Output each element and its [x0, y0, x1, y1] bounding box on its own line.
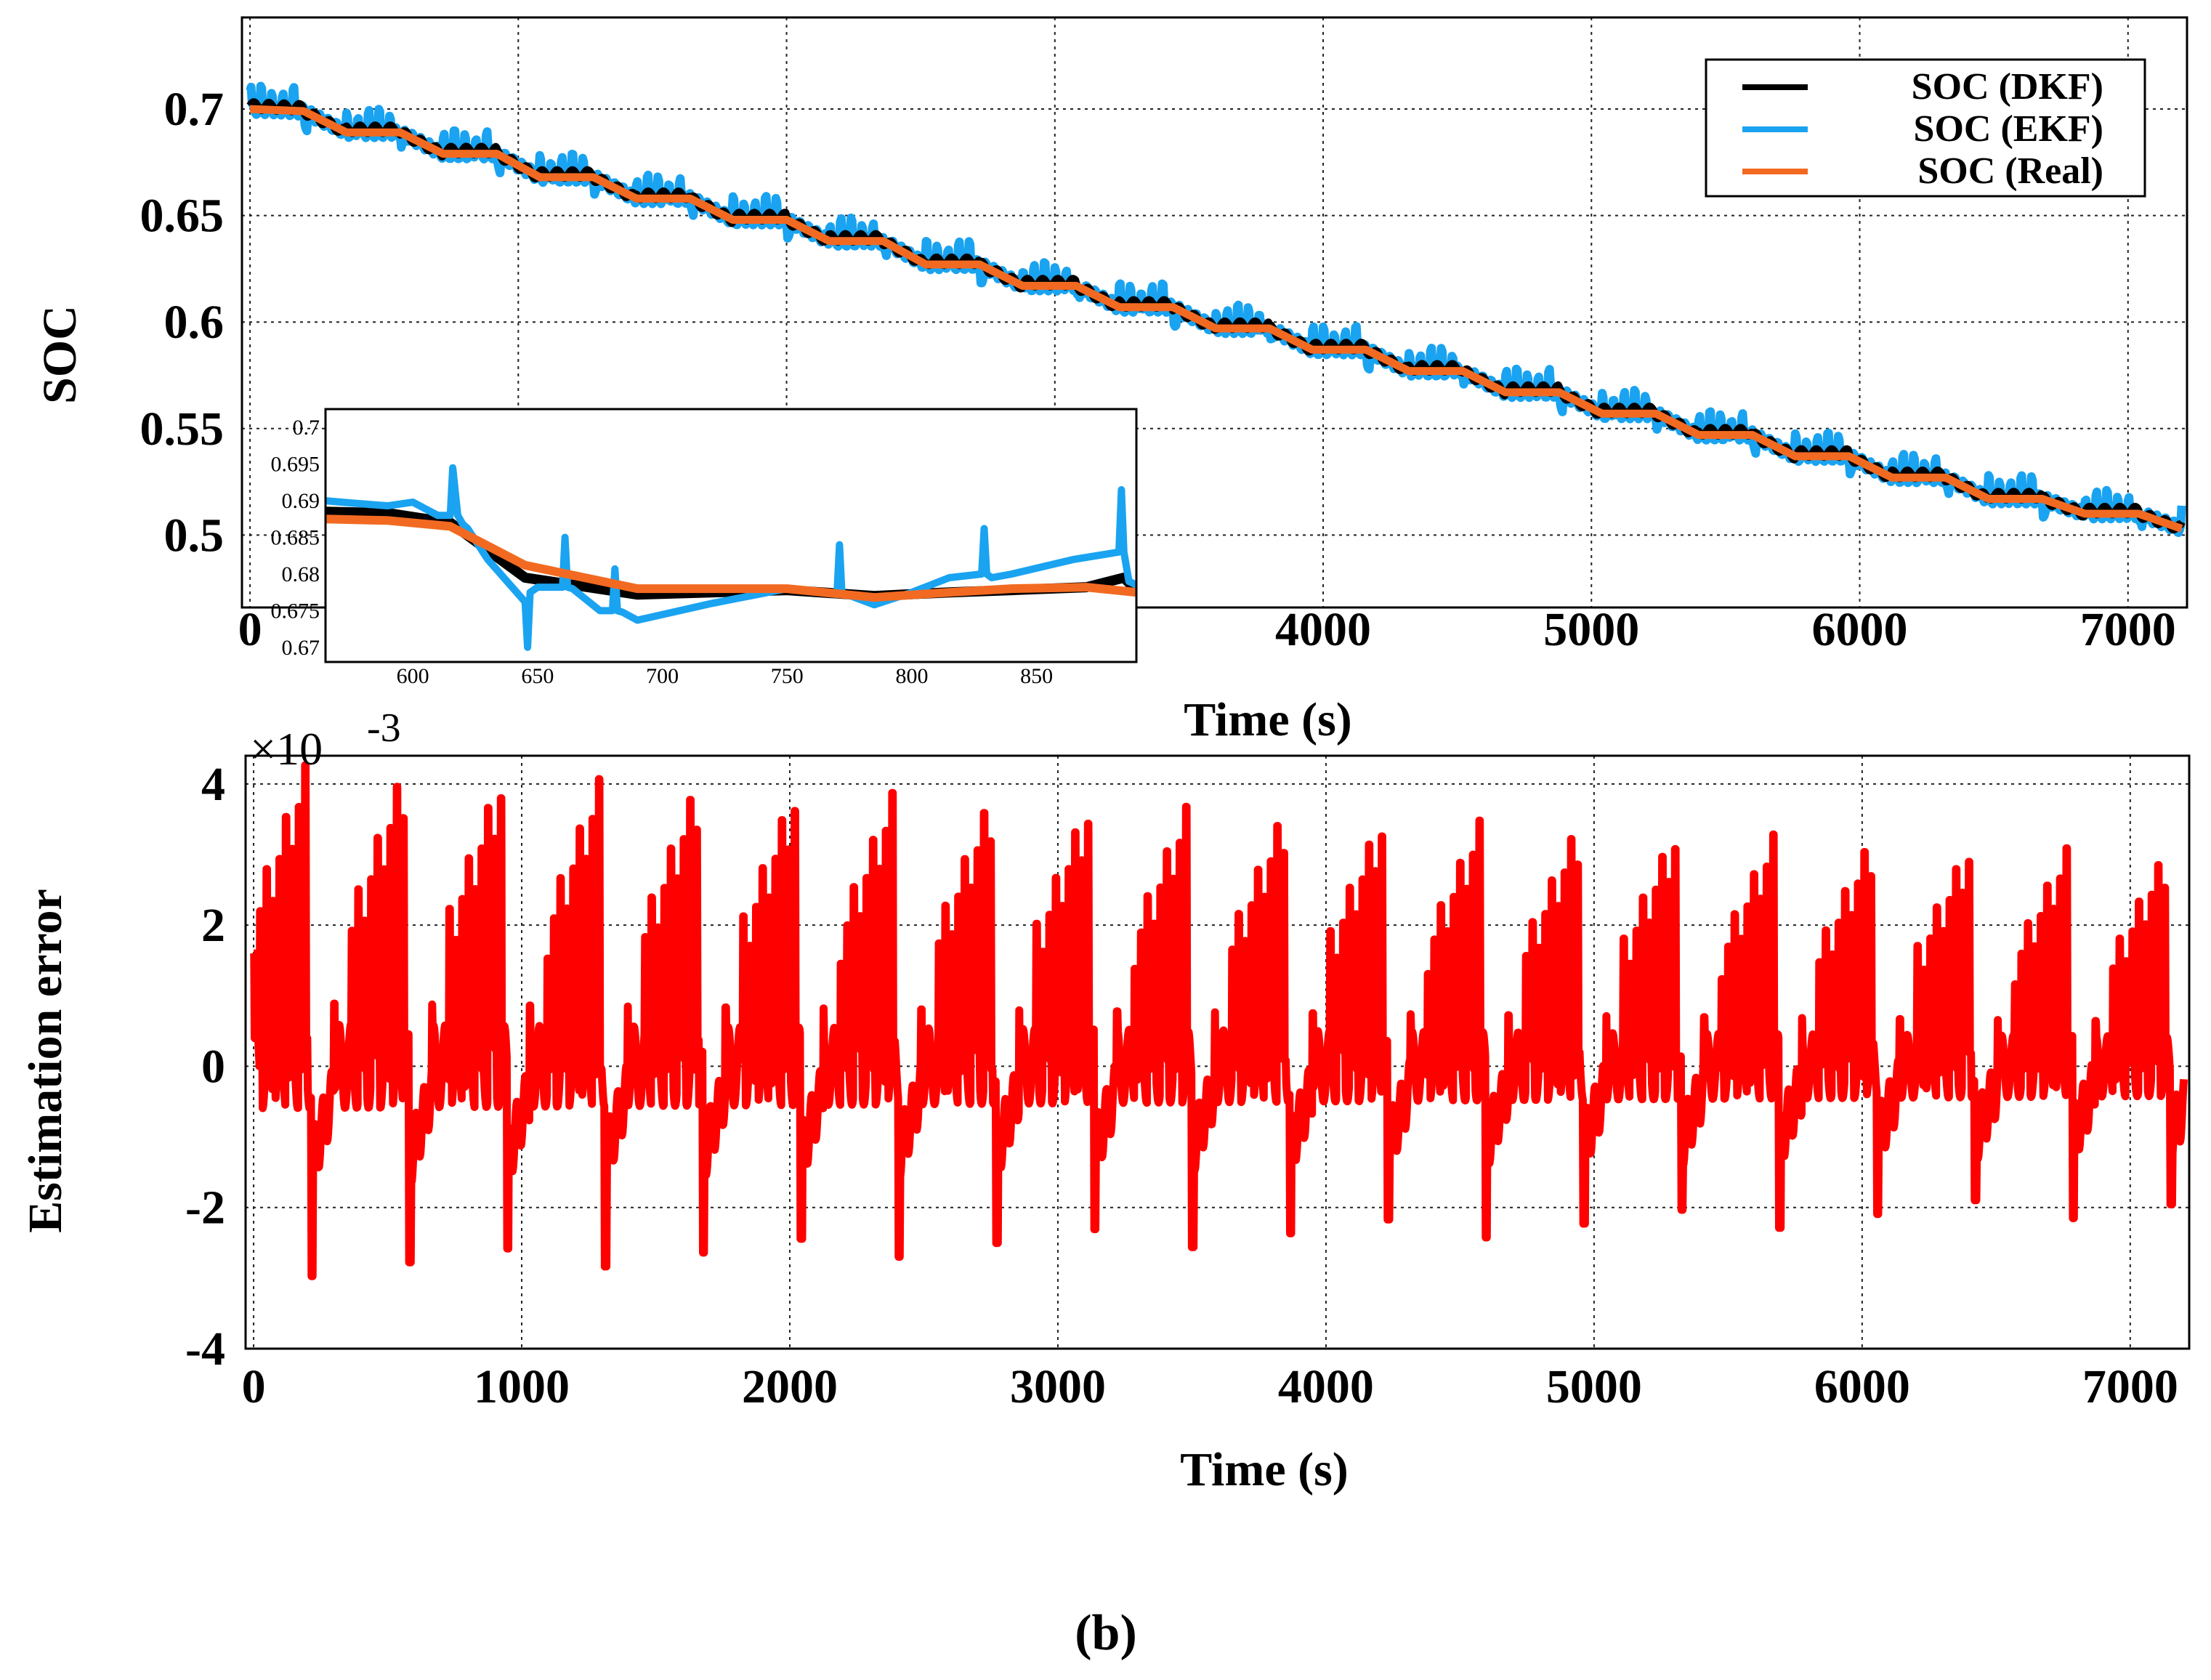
inset-x-tick-label: 850 [1020, 664, 1053, 688]
inset-line-real [326, 514, 1136, 602]
top-x-tick-label: 0 [238, 603, 262, 656]
inset-background [326, 409, 1136, 662]
top-y-tick-label: 0.5 [164, 509, 225, 562]
top-y-tick-label: 0.6 [164, 296, 225, 349]
inset-y-tick-label: 0.675 [271, 599, 320, 623]
bottom-y-tick-labels: -4 -2 0 2 4 [185, 758, 225, 1376]
bottom-x-tick-label: 3000 [1010, 1360, 1106, 1413]
bottom-grid [246, 756, 2189, 1349]
bottom-x-axis-label: Time (s) [1180, 1443, 1349, 1496]
bottom-y-tick-label: -4 [185, 1322, 225, 1376]
bottom-y-tick-label: -2 [185, 1182, 225, 1235]
inset-y-tick-label: 0.7 [293, 416, 320, 440]
top-x-tick-label: 4000 [1275, 603, 1371, 656]
bottom-y-tick-label: 0 [201, 1040, 225, 1093]
figure-label: (b) [1075, 1605, 1137, 1661]
bottom-x-tick-label: 7000 [2082, 1360, 2178, 1413]
top-chart: 0.50.550.60.650.7 0100020003000400050006… [33, 16, 2188, 746]
top-y-tick-label: 0.7 [164, 83, 225, 136]
legend-label-real: SOC (Real) [1917, 150, 2103, 192]
legend: SOC (DKF) SOC (EKF) SOC (Real) [1705, 58, 2146, 198]
inset-y-tick-label: 0.695 [271, 453, 320, 477]
inset-x-tick-label: 650 [521, 664, 554, 688]
bottom-x-tick-label: 2000 [742, 1360, 838, 1413]
bottom-plot-frame [244, 754, 2191, 1350]
top-plot-frame [240, 16, 2188, 609]
bottom-x-tick-label: 5000 [1546, 1360, 1642, 1413]
top-x-axis-label: Time (s) [1184, 693, 1352, 746]
bottom-y-tick-label: 4 [201, 758, 225, 811]
legend-label-ekf: SOC (EKF) [1914, 108, 2103, 150]
top-y-tick-label: 0.65 [140, 190, 225, 243]
inset-chart: 0.67 0.675 0.68 0.685 0.69 0.695 0.7 600 650 700… [271, 408, 1138, 688]
exponent-power: -3 [367, 706, 401, 751]
top-x-tick-label: 7000 [2080, 603, 2176, 656]
inset-y-tick-label: 0.69 [282, 489, 320, 513]
inset-x-tick-label: 600 [397, 664, 429, 688]
inset-frame [324, 408, 1138, 663]
bottom-chart: -4 -2 0 2 4 0 1000 2000 3000 4000 5000 6000 7000 ×1… [19, 706, 2191, 1496]
bottom-x-tick-label: 0 [242, 1360, 266, 1413]
top-x-tick-label: 6000 [1812, 603, 1908, 656]
inset-y-tick-label: 0.685 [271, 526, 320, 550]
inset-line-ekf [326, 464, 1136, 651]
top-y-tick-label: 0.55 [140, 403, 225, 456]
bottom-x-tick-label: 1000 [474, 1360, 570, 1413]
inset-x-tick-label: 700 [646, 664, 679, 688]
top-y-axis-label: SOC [33, 305, 86, 404]
series-line-real [247, 105, 2185, 533]
inset-y-tick-label: 0.67 [282, 636, 320, 660]
inset-y-tick-label: 0.68 [282, 562, 320, 586]
inset-x-tick-label: 750 [771, 664, 804, 688]
bottom-x-tick-label: 4000 [1278, 1360, 1374, 1413]
bottom-x-tick-labels: 0 1000 2000 3000 4000 5000 6000 7000 [242, 1360, 2178, 1413]
inset-y-tick-labels: 0.67 0.675 0.68 0.685 0.69 0.695 0.7 [271, 416, 320, 660]
series-line-error [250, 761, 2188, 1280]
top-y-tick-labels: 0.5 0.55 0.6 0.65 0.7 [140, 83, 225, 562]
exponent-multiplier: ×10 [250, 723, 323, 775]
bottom-y-axis-label: Estimation error [19, 889, 72, 1233]
bottom-y-tick-label: 2 [201, 899, 225, 952]
legend-label-dkf: SOC (DKF) [1912, 66, 2103, 108]
inset-x-tick-label: 800 [895, 664, 928, 688]
inset-x-tick-labels: 600 650 700 750 800 850 [397, 664, 1053, 688]
top-x-tick-label: 5000 [1543, 603, 1639, 656]
bottom-x-tick-label: 6000 [1814, 1360, 1910, 1413]
